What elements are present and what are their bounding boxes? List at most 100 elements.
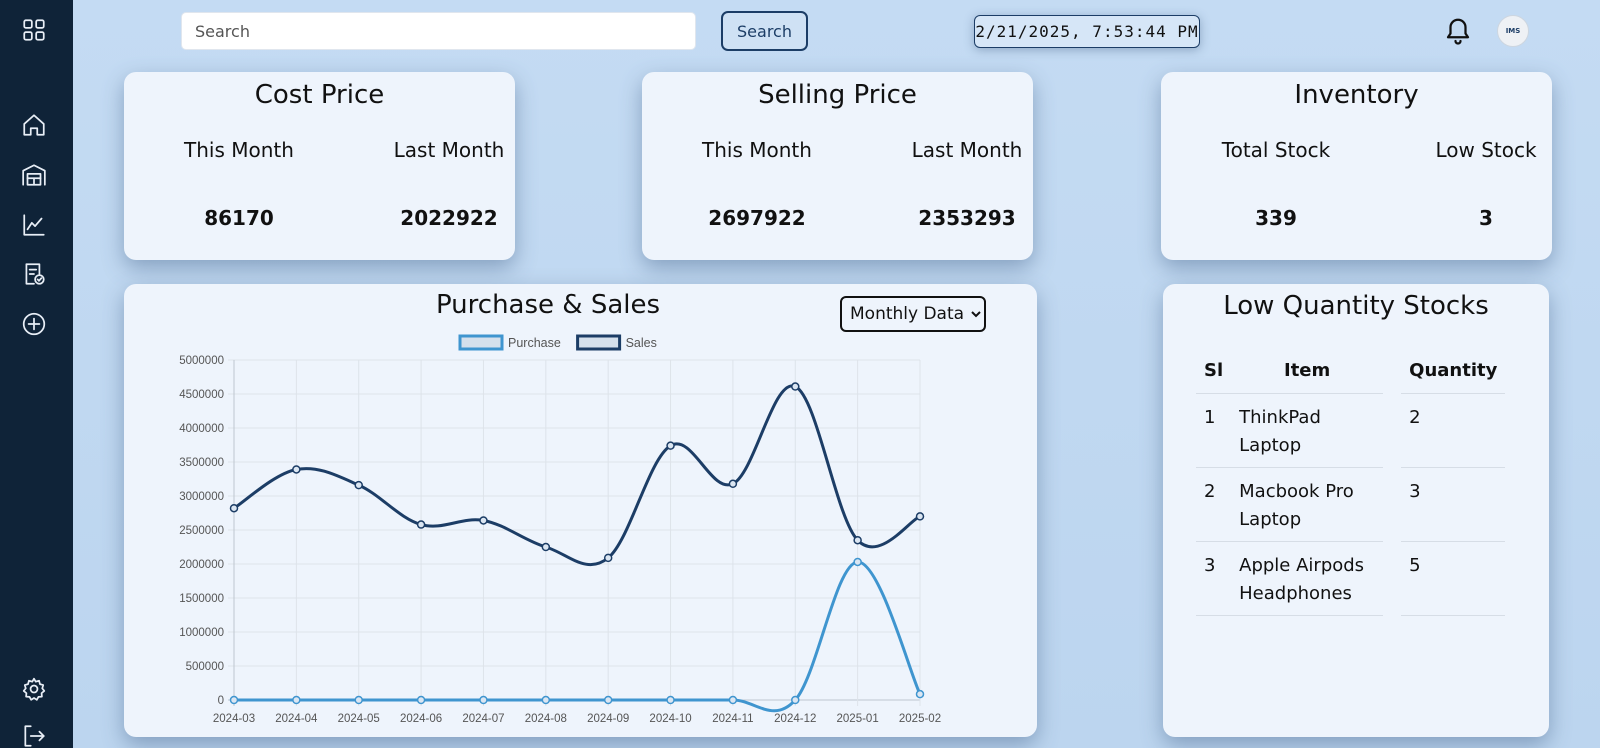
purchase-legend-label: Purchase (508, 336, 561, 350)
purchase-data-point (479, 695, 488, 705)
gear-icon[interactable] (20, 675, 48, 703)
purchase-legend-swatch (458, 334, 504, 351)
y-tick-label: 4500000 (179, 389, 224, 401)
x-tick-label: 2024-11 (712, 713, 753, 725)
y-tick-label: 3500000 (179, 457, 224, 469)
card-title: Selling Price (758, 80, 917, 110)
row-item: ThinkPad Laptop (1231, 394, 1384, 468)
purchase-sales-chart-card: Purchase & Sales Monthly Data 0 500000 100… (124, 284, 1037, 737)
table-row: 1 ThinkPad Laptop 2 (1196, 394, 1506, 468)
low-stock-value: 3 (1479, 206, 1493, 230)
this-month-label: This Month (184, 138, 294, 162)
clock-display: 2/21/2025, 7:53:44 PM (974, 15, 1200, 48)
row-si: 1 (1196, 394, 1232, 468)
column-gap (1383, 348, 1401, 394)
low-quantity-stocks-card: Low Quantity Stocks Sl Item Quantity 1 T… (1163, 284, 1549, 737)
sales-data-point (416, 520, 426, 529)
purchase-data-point (292, 695, 301, 705)
row-quantity: 2 (1401, 394, 1506, 468)
purchase-data-point (915, 689, 925, 699)
sales-data-point (603, 553, 613, 563)
total-stock-value: 339 (1255, 206, 1297, 230)
purchase-series-line (233, 560, 922, 713)
col-header-quantity: Quantity (1401, 348, 1506, 394)
sales-legend-swatch (576, 334, 622, 351)
item-name-line2: Headphones (1239, 583, 1352, 604)
sales-data-point (479, 516, 488, 525)
table-header-row: Sl Item Quantity (1196, 348, 1506, 394)
logout-icon[interactable] (20, 722, 48, 748)
search-input[interactable] (181, 12, 696, 50)
y-tick-label: 2500000 (179, 525, 224, 537)
total-stock-label: Total Stock (1221, 138, 1331, 162)
purchase-data-point (603, 695, 613, 705)
this-month-label: This Month (702, 138, 812, 162)
this-month-value: 2697922 (708, 206, 806, 230)
last-month-value: 2353293 (918, 206, 1016, 230)
report-icon[interactable] (20, 260, 48, 288)
sales-data-point (541, 542, 551, 552)
row-quantity: 3 (1401, 468, 1506, 542)
line-chart: 0 500000 1000000 1500000 2000000 2500000 30000… (179, 334, 941, 725)
chart-line-icon[interactable] (20, 211, 48, 239)
sales-data-point (666, 441, 675, 450)
x-tick-label: 2024-12 (774, 713, 816, 725)
purchase-data-point (666, 695, 675, 705)
x-tick-label: 2024-04 (275, 713, 318, 725)
inventory-card: Inventory Total Stock Low Stock 339 3 (1161, 72, 1552, 260)
column-gap (1383, 468, 1401, 542)
warehouse-icon[interactable] (20, 161, 48, 189)
sales-data-point (791, 382, 800, 391)
x-tick-label: 2024-05 (338, 713, 380, 725)
x-tick-label: 2024-03 (213, 713, 255, 725)
item-name-line1: Macbook Pro (1239, 481, 1354, 502)
chart-title: Purchase & Sales (435, 290, 661, 320)
last-month-value: 2022922 (400, 206, 498, 230)
avatar[interactable]: IMS (1497, 15, 1529, 47)
search-button[interactable]: Search (721, 11, 808, 51)
col-header-item: Item (1231, 348, 1384, 394)
card-title: Inventory (1294, 80, 1419, 110)
sales-data-point (853, 535, 862, 545)
y-tick-label: 0 (218, 695, 224, 707)
row-quantity: 5 (1401, 542, 1506, 616)
x-tick-label: 2025-02 (899, 713, 941, 725)
grid-icon[interactable] (20, 16, 48, 44)
y-tick-label: 2000000 (179, 559, 224, 571)
purchase-data-point (541, 695, 551, 705)
home-icon[interactable] (20, 111, 48, 139)
purchase-data-point (853, 557, 862, 567)
table-row: 3 Apple Airpods Headphones 5 (1196, 542, 1506, 616)
purchase-data-point (229, 695, 239, 705)
low-stock-label: Low Stock (1435, 138, 1537, 162)
avatar-logo-text: IMS (1505, 27, 1521, 35)
item-name-line1: Apple Airpods (1239, 555, 1365, 576)
y-tick-label: 3000000 (179, 491, 224, 503)
period-select[interactable]: Monthly Data (840, 296, 986, 332)
item-name-line2: Laptop (1239, 435, 1302, 456)
row-item: Apple Airpods Headphones (1231, 542, 1384, 616)
purchase-data-point (728, 695, 738, 705)
sales-data-point (292, 465, 301, 474)
col-header-si: Sl (1196, 348, 1232, 394)
lqs-title: Low Quantity Stocks (1223, 291, 1489, 321)
y-tick-label: 1000000 (179, 627, 224, 639)
add-circle-icon[interactable] (20, 310, 48, 338)
y-tick-label: 500000 (186, 661, 224, 673)
sales-data-point (354, 480, 363, 490)
sales-data-point (229, 503, 239, 513)
purchase-data-point (791, 695, 800, 705)
x-tick-label: 2025-01 (837, 713, 879, 725)
column-gap (1383, 542, 1401, 616)
last-month-label: Last Month (393, 138, 505, 162)
row-si: 3 (1196, 542, 1232, 616)
row-si: 2 (1196, 468, 1232, 542)
table-row: 2 Macbook Pro Laptop 3 (1196, 468, 1506, 542)
sales-data-point (915, 512, 925, 521)
x-tick-label: 2024-06 (400, 713, 442, 725)
bell-icon[interactable] (1443, 16, 1473, 46)
x-tick-label: 2024-07 (462, 713, 504, 725)
purchase-data-point (354, 695, 363, 705)
cost-price-card: Cost Price This Month Last Month 86170 2… (124, 72, 515, 260)
column-gap (1383, 394, 1401, 468)
